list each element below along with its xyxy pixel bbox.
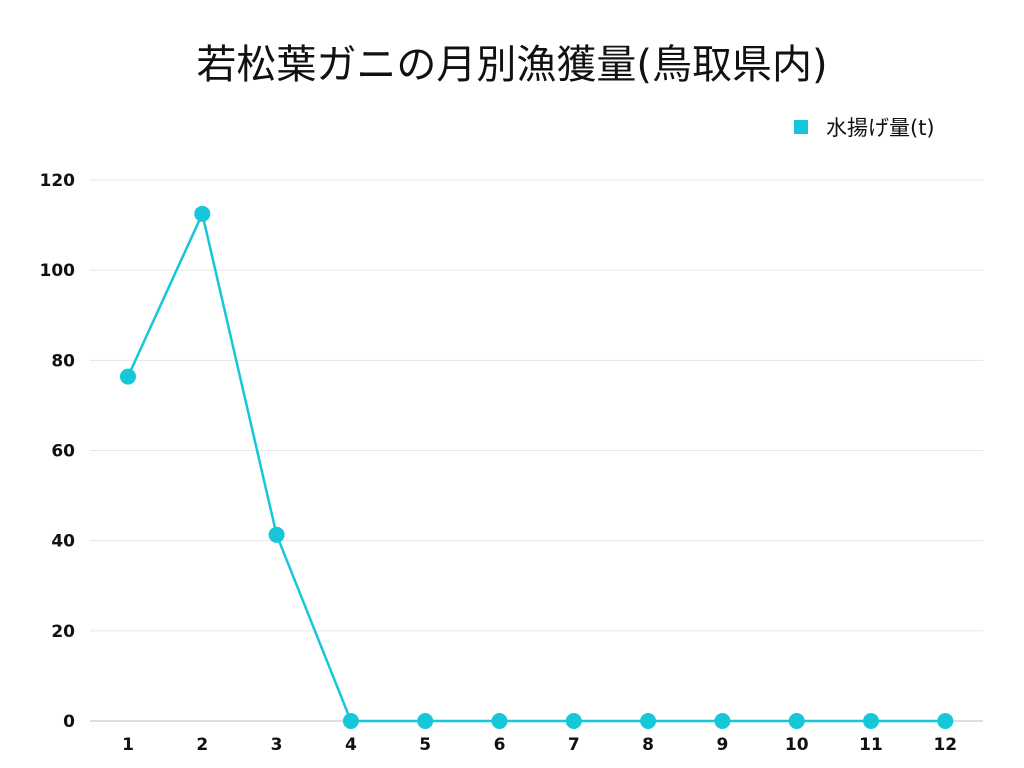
y-tick-label: 40	[51, 532, 75, 552]
y-tick-label: 120	[40, 171, 76, 191]
y-tick-label: 0	[63, 712, 75, 732]
data-point	[863, 713, 879, 729]
x-tick-label: 5	[419, 735, 431, 755]
data-point	[342, 713, 359, 729]
legend-label: 水揚げ量(t)	[826, 116, 935, 140]
data-point	[937, 713, 954, 729]
x-tick-label: 9	[716, 735, 728, 755]
x-tick-label: 10	[785, 735, 809, 755]
y-tick-label: 20	[51, 622, 75, 642]
x-axis-ticks: 1 2 3 4 5 6 7 8 9 10 11 12	[122, 735, 957, 755]
legend: 水揚げ量(t)	[794, 116, 935, 140]
x-tick-label: 3	[271, 735, 283, 755]
x-tick-label: 6	[494, 735, 506, 755]
legend-swatch	[794, 120, 808, 134]
data-point	[491, 713, 508, 729]
series-line	[126, 209, 946, 723]
x-tick-label: 12	[933, 735, 957, 755]
data-point	[268, 526, 285, 543]
y-tick-label: 60	[51, 442, 75, 462]
data-point	[565, 713, 582, 729]
data-point	[194, 205, 211, 222]
data-point	[788, 713, 805, 729]
y-tick-label: 80	[51, 351, 75, 371]
grid-lines	[90, 179, 983, 722]
x-tick-label: 7	[568, 735, 580, 755]
x-tick-label: 4	[345, 735, 357, 755]
y-axis-ticks: 0 20 40 60 80 100 120	[40, 171, 76, 732]
data-point	[714, 713, 731, 729]
chart-title: 若松葉ガニの月別漁獲量(鳥取県内)	[196, 42, 827, 88]
x-tick-label: 1	[122, 735, 134, 755]
y-tick-label: 100	[40, 261, 76, 281]
data-point	[417, 713, 434, 729]
x-tick-label: 8	[642, 735, 654, 755]
data-point	[640, 713, 657, 729]
x-tick-label: 11	[859, 735, 883, 755]
data-points	[120, 205, 954, 729]
data-point	[120, 368, 136, 385]
x-tick-label: 2	[196, 735, 208, 755]
